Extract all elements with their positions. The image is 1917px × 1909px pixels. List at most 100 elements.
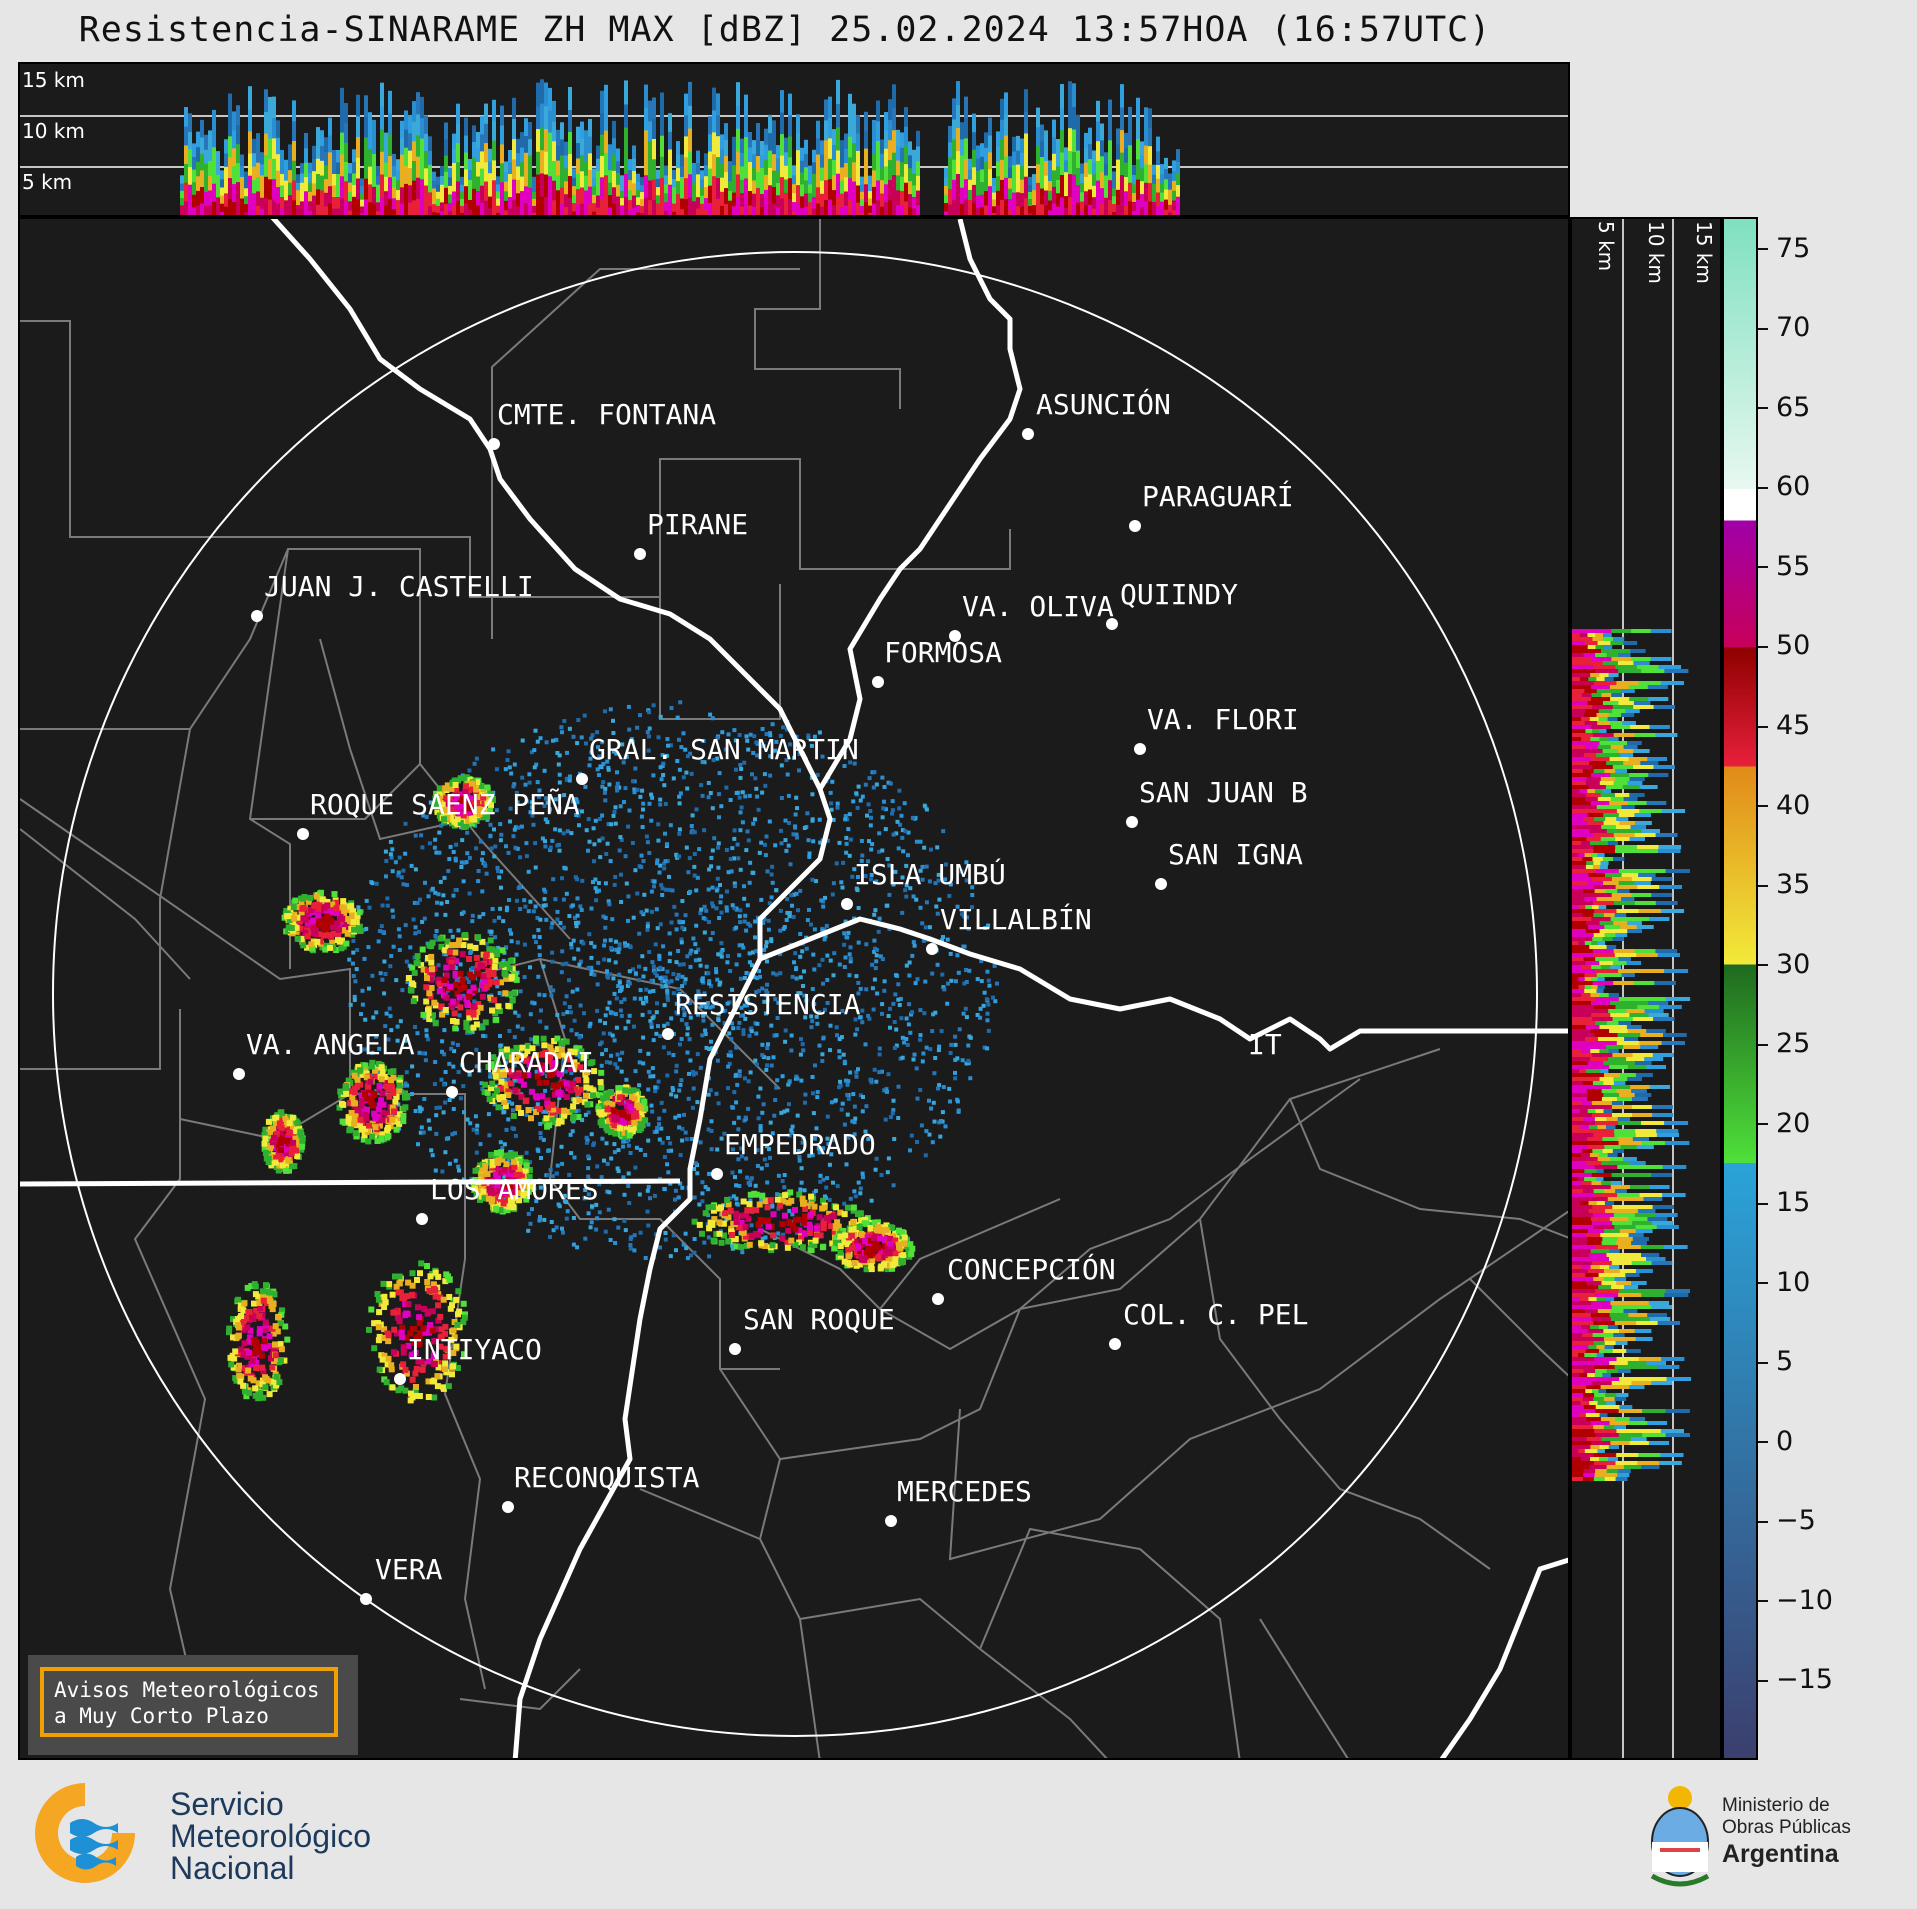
- place-san-juan-b: SAN JUAN B: [1126, 776, 1308, 828]
- place-va-flori: VA. FLORI: [1134, 703, 1299, 755]
- colorbar-tick-label: 10: [1758, 1267, 1810, 1298]
- place-label: EMPEDRADO: [724, 1128, 876, 1161]
- place-marker: [360, 1593, 372, 1605]
- place-empedrado: EMPEDRADO: [711, 1128, 876, 1180]
- aviso-line1: Avisos Meteorológicos: [54, 1678, 320, 1702]
- smn-name: Servicio Meteorológico Nacional: [170, 1788, 371, 1884]
- place-charadai: CHARADAI: [446, 1046, 594, 1098]
- place-label: SAN JUAN B: [1139, 776, 1308, 809]
- place-cmte-fontana: CMTE. FONTANA: [488, 398, 716, 450]
- colorbar: [1722, 217, 1758, 1760]
- place-label: INTIYACO: [407, 1333, 542, 1366]
- height-label-10km: 10 km: [22, 119, 85, 143]
- place-label: PIRANE: [647, 508, 748, 541]
- place-villalb-n: VILLALBÍN: [926, 902, 1092, 955]
- place-marker: [1134, 743, 1146, 755]
- place-marker: [416, 1213, 428, 1225]
- colorbar-tick-label: 50: [1758, 630, 1810, 661]
- place-marker: [711, 1168, 723, 1180]
- colorbar-tick-label: 15: [1758, 1187, 1810, 1218]
- height-label-5km: 5 km: [22, 170, 73, 194]
- place-label: SAN IGNA: [1168, 838, 1303, 871]
- place-marker: [1155, 878, 1167, 890]
- place-label: CHARADAI: [459, 1046, 594, 1079]
- smn-line3: Nacional: [170, 1850, 295, 1886]
- place-marker: [394, 1373, 406, 1385]
- place-marker: [841, 898, 853, 910]
- place-label: SAN ROQUE: [743, 1303, 895, 1336]
- place-los-amores: LOS AMORES: [416, 1173, 599, 1225]
- place-marker: [502, 1501, 514, 1513]
- place-san-roque: SAN ROQUE: [729, 1303, 895, 1355]
- place-roque-saenz-pe-a: ROQUE SAENZ PEÑA: [297, 787, 580, 840]
- colorbar-tick-label: −10: [1758, 1585, 1833, 1616]
- place-marker: [885, 1515, 897, 1527]
- place-label: CONCEPCIÓN: [947, 1252, 1116, 1286]
- place-label: FORMOSA: [884, 636, 1002, 669]
- admin-borders: [20, 219, 1568, 1758]
- place-marker: [1126, 816, 1138, 828]
- place-label: VA. FLORI: [1147, 703, 1299, 736]
- side-label-15km: 15 km: [1692, 221, 1716, 284]
- range-ring: [52, 251, 1538, 1737]
- place-label: GRAL. SAN MARTIN: [589, 733, 859, 766]
- colorbar-tick-label: 60: [1758, 471, 1810, 502]
- colorbar-tick-label: −5: [1758, 1505, 1816, 1536]
- place-label: ROQUE SAENZ PEÑA: [310, 787, 580, 821]
- place-reconquista: RECONQUISTA: [502, 1461, 700, 1513]
- page-title: Resistencia-SINARAME ZH MAX [dBZ] 25.02.…: [78, 10, 1492, 50]
- map-graphic: CMTE. FONTANA ASUNCIÓN PARAGUARÍ PIRANE JUAN…: [20, 219, 1568, 1758]
- place-label: ISLA UMBÚ: [854, 857, 1006, 891]
- smn-logo-icon: [35, 1783, 135, 1883]
- place-marker: [576, 773, 588, 785]
- colorbar-tick-label: 20: [1758, 1108, 1810, 1139]
- place-asunci-n: ASUNCIÓN: [1022, 387, 1171, 440]
- place-quiindy: QUIINDY: [1106, 578, 1238, 630]
- place-marker: [872, 676, 884, 688]
- place-gral-san-martin: GRAL. SAN MARTIN: [576, 733, 859, 785]
- place-label: IT: [1248, 1028, 1282, 1061]
- place-label: VA. ANGELA: [246, 1028, 415, 1061]
- colorbar-tick-label: 0: [1758, 1426, 1793, 1457]
- place-formosa: FORMOSA: [872, 636, 1002, 688]
- ministry-line1: Ministerio de: [1722, 1795, 1830, 1816]
- place-marker: [1106, 618, 1118, 630]
- place-label: MERCEDES: [897, 1475, 1032, 1508]
- place-marker: [1109, 1338, 1121, 1350]
- side-label-10km: 10 km: [1644, 221, 1668, 284]
- radar-map[interactable]: CMTE. FONTANA ASUNCIÓN PARAGUARÍ PIRANE JUAN…: [18, 217, 1570, 1760]
- place-marker: [233, 1068, 245, 1080]
- place-marker: [1129, 520, 1141, 532]
- place-juan-j-castelli: JUAN J. CASTELLI: [251, 570, 534, 622]
- place-label: ASUNCIÓN: [1036, 387, 1171, 421]
- argentina-coat-of-arms-icon: [1650, 1786, 1710, 1887]
- place-vera: VERA: [360, 1553, 443, 1605]
- aviso-line2: a Muy Corto Plazo: [54, 1704, 269, 1728]
- place-san-igna: SAN IGNA: [1155, 838, 1303, 890]
- ministry-line3: Argentina: [1722, 1840, 1839, 1868]
- place-label: VILLALBÍN: [940, 902, 1092, 936]
- place-col-c-pel: COL. C. PEL: [1109, 1298, 1308, 1350]
- place-it: IT: [1248, 1028, 1282, 1061]
- colorbar-tick-label: 55: [1758, 551, 1810, 582]
- height-profile-top: 15 km 10 km 5 km: [18, 62, 1570, 217]
- height-profile-side: 5 km 10 km 15 km: [1570, 217, 1722, 1760]
- height-label-15km: 15 km: [22, 68, 85, 92]
- place-marker: [251, 610, 263, 622]
- place-va-angela: VA. ANGELA: [233, 1028, 415, 1080]
- place-intiyaco: INTIYACO: [394, 1333, 542, 1385]
- aviso-label[interactable]: Avisos Meteorológicos a Muy Corto Plazo: [40, 1667, 338, 1737]
- radar-echoes: [226, 700, 999, 1404]
- top-profile-graphic: [20, 79, 1568, 215]
- place-marker: [932, 1293, 944, 1305]
- colorbar-tick-label: 65: [1758, 392, 1810, 423]
- place-label: QUIINDY: [1120, 578, 1238, 611]
- place-va-oliva: VA. OLIVA: [949, 590, 1114, 642]
- place-pirane: PIRANE: [634, 508, 748, 560]
- place-isla-umb-: ISLA UMBÚ: [841, 857, 1006, 910]
- ministry-name: Ministerio de Obras Públicas Argentina: [1722, 1795, 1851, 1869]
- side-profile-graphic: [1572, 219, 1692, 1758]
- aviso-panel: Avisos Meteorológicos a Muy Corto Plazo: [28, 1655, 358, 1755]
- colorbar-tick-label: 70: [1758, 312, 1810, 343]
- place-resistencia: RESISTENCIA: [662, 988, 861, 1040]
